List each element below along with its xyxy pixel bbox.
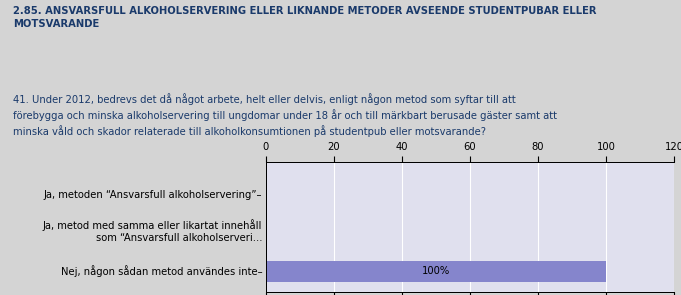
Text: 2.85. ANSVARSFULL ALKOHOLSERVERING ELLER LIKNANDE METODER AVSEENDE STUDENTPUBAR : 2.85. ANSVARSFULL ALKOHOLSERVERING ELLER… — [14, 6, 597, 29]
Text: som “Ansvarsfull alkoholserveri...: som “Ansvarsfull alkoholserveri... — [96, 233, 262, 243]
Text: Ja, metoden “Ansvarsfull alkoholservering”–: Ja, metoden “Ansvarsfull alkoholserverin… — [44, 190, 262, 200]
Text: Nej, någon sådan metod användes inte–: Nej, någon sådan metod användes inte– — [61, 265, 262, 277]
Text: Ja, metod med samma eller likartat innehåll: Ja, metod med samma eller likartat inneh… — [43, 219, 262, 231]
Text: 41. Under 2012, bedrevs det då något arbete, helt eller delvis, enligt någon met: 41. Under 2012, bedrevs det då något arb… — [14, 94, 558, 137]
Bar — [266, 260, 606, 281]
Text: 100%: 100% — [422, 266, 450, 276]
